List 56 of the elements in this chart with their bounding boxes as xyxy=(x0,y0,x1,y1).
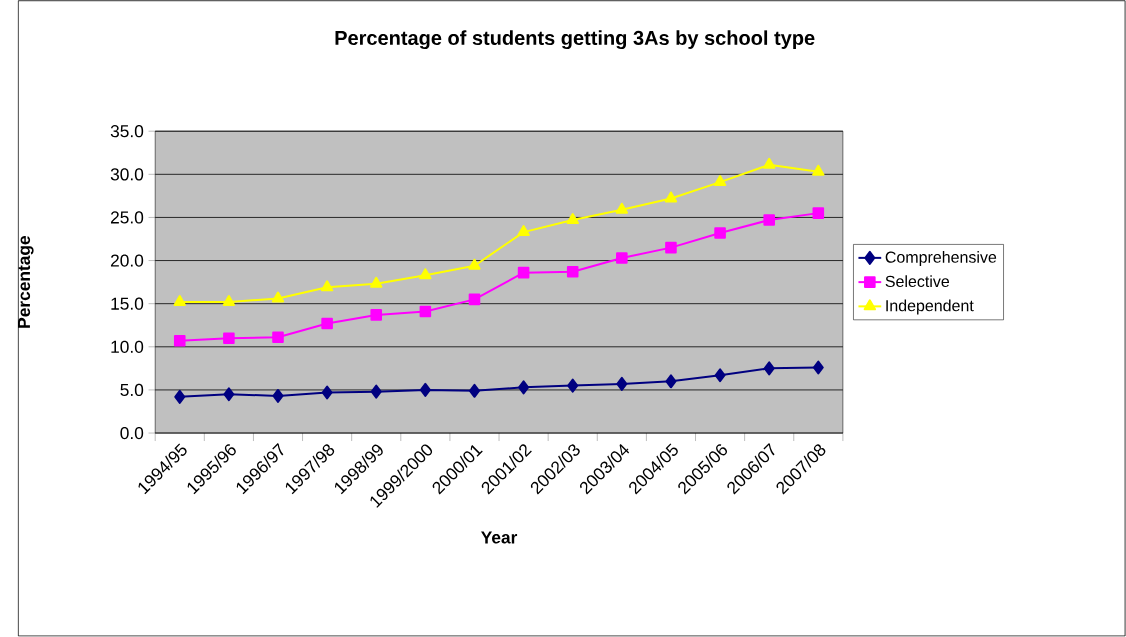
point xyxy=(173,294,186,306)
y-tick-label: 0.0 xyxy=(120,426,144,440)
point xyxy=(566,212,579,224)
point xyxy=(419,305,432,318)
point xyxy=(370,308,383,321)
y-tick-label: 35.0 xyxy=(110,124,144,138)
point xyxy=(517,225,530,236)
point xyxy=(665,241,677,254)
point xyxy=(763,361,775,376)
point xyxy=(763,214,775,226)
point xyxy=(713,174,727,186)
point xyxy=(616,252,628,264)
legend-label: Selective xyxy=(885,275,950,287)
point xyxy=(370,384,382,399)
point xyxy=(714,368,726,383)
point xyxy=(468,293,481,306)
point xyxy=(665,374,677,389)
point xyxy=(320,280,334,292)
x-axis-title: Year xyxy=(481,531,518,544)
point xyxy=(566,265,579,278)
y-tick-label: 15.0 xyxy=(111,297,144,310)
point xyxy=(321,317,333,330)
point xyxy=(174,389,186,404)
point xyxy=(517,266,530,279)
point xyxy=(763,157,776,169)
point xyxy=(567,378,579,393)
point xyxy=(370,276,383,288)
y-tick-label: 25.0 xyxy=(110,211,144,224)
point xyxy=(812,360,824,375)
point xyxy=(468,383,480,398)
point xyxy=(223,332,235,344)
point xyxy=(223,387,235,402)
legend-label: Independent xyxy=(886,299,974,315)
point xyxy=(812,164,825,176)
y-axis-title: Percentage xyxy=(18,235,34,328)
point xyxy=(518,380,530,395)
y-tick-label: 20.0 xyxy=(110,254,144,267)
point xyxy=(468,258,481,270)
point xyxy=(222,294,236,306)
legend-label: Comprehensive xyxy=(885,250,997,266)
chart-title: Percentage of students getting 3As by school type xyxy=(335,30,815,49)
point xyxy=(173,334,186,347)
point xyxy=(419,382,431,397)
y-tick-label: 5.0 xyxy=(120,383,144,396)
y-tick-label: 30.0 xyxy=(110,168,144,181)
point xyxy=(272,331,284,344)
point xyxy=(419,268,432,280)
point xyxy=(321,385,333,400)
point xyxy=(272,388,284,403)
point xyxy=(271,291,285,303)
point xyxy=(664,191,678,203)
point xyxy=(615,202,629,214)
point xyxy=(812,207,825,219)
point xyxy=(714,227,726,239)
point xyxy=(616,376,628,391)
y-tick-label: 10.0 xyxy=(111,340,144,353)
